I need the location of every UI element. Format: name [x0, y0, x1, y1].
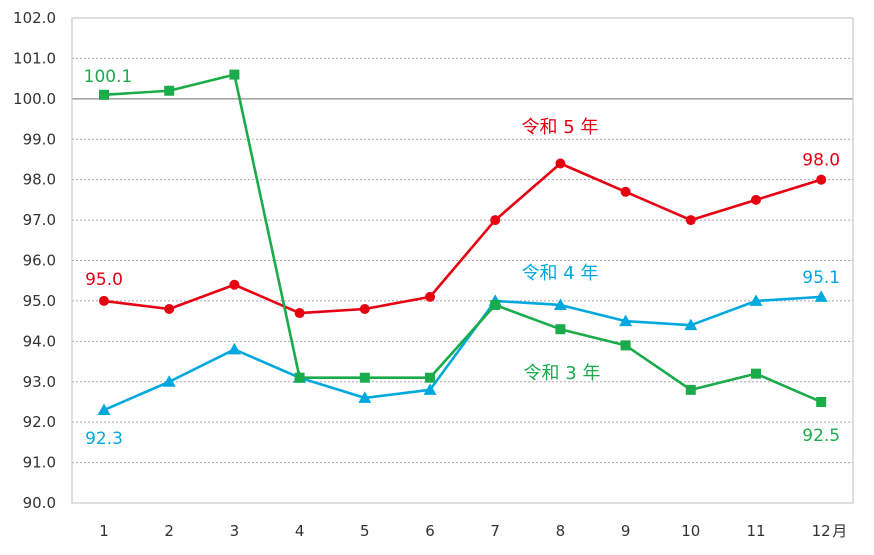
data-point: [358, 391, 372, 403]
data-point: [620, 340, 631, 351]
series-1: [97, 290, 828, 416]
labels-group: 95.0 98.0 令和 5 年 92.3 95.1 令和 4 年 100.1 92.5 令和 …: [84, 67, 840, 449]
data-point: [229, 69, 240, 80]
x-tick-label: 5: [360, 522, 370, 540]
data-point: [227, 342, 241, 355]
data-point: [425, 291, 435, 302]
data-point: [619, 314, 633, 327]
data-point: [164, 304, 175, 314]
y-tick-label: 96.0: [23, 252, 56, 270]
x-tick-label: 2: [164, 522, 174, 540]
y-tick-label: 97.0: [23, 211, 56, 229]
data-point: [490, 299, 501, 310]
data-point: [99, 89, 109, 100]
x-tick-label: 10: [681, 522, 700, 540]
data-label: 95.0: [85, 270, 123, 290]
data-point: [359, 304, 370, 314]
x-tick-label: 6: [425, 522, 435, 540]
data-point: [97, 403, 111, 416]
data-label: 98.0: [802, 151, 840, 171]
data-point: [685, 215, 696, 226]
data-label: 92.5: [802, 426, 840, 446]
data-point: [749, 294, 763, 306]
data-point: [162, 375, 176, 387]
x-tick-label: 9: [621, 522, 631, 540]
series-group: [97, 69, 828, 416]
data-label: 100.1: [84, 67, 133, 87]
series-0: [99, 158, 827, 319]
data-point: [751, 368, 761, 379]
y-tick-label: 100.0: [13, 90, 56, 108]
data-point: [816, 174, 827, 185]
data-point: [555, 324, 566, 335]
data-point: [164, 85, 175, 96]
x-tick-label: 3: [230, 522, 240, 540]
data-point: [751, 194, 761, 205]
x-tick-label: 8: [556, 522, 566, 540]
y-tick-label: 98.0: [23, 171, 56, 189]
data-point: [423, 383, 437, 395]
data-point: [229, 279, 240, 290]
data-point: [294, 308, 305, 319]
x-axis-unit: 月: [832, 522, 847, 540]
data-point: [490, 215, 501, 226]
x-tick-label: 4: [295, 522, 305, 540]
plot-frame: [71, 17, 854, 504]
data-point: [99, 295, 109, 306]
y-tick-label: 101.0: [13, 49, 56, 67]
y-tick-label: 99.0: [23, 130, 56, 148]
data-point: [814, 290, 828, 302]
y-tick-label: 93.0: [23, 373, 56, 391]
x-tick-label: 12: [812, 522, 831, 540]
x-tick-label: 11: [746, 522, 765, 540]
y-tick-label: 92.0: [23, 413, 56, 431]
data-point: [620, 186, 631, 197]
data-point: [553, 298, 567, 310]
series-line: [103, 162, 822, 315]
series-name-label: 令和 5 年: [522, 117, 599, 138]
series-name-label: 令和 4 年: [522, 263, 599, 284]
y-tick-label: 91.0: [23, 454, 56, 472]
y-tick-label: 102.0: [13, 9, 56, 27]
x-tick-label: 1: [99, 522, 109, 540]
y-tick-label: 94.0: [23, 332, 56, 350]
data-point: [555, 158, 566, 169]
data-label: 95.1: [802, 268, 840, 288]
data-point: [816, 396, 827, 407]
y-tick-label: 90.0: [23, 494, 56, 512]
x-axis-ticks: 1 2 3 4 5 6 7 8 9 10 11 12 月: [99, 522, 847, 540]
data-point: [294, 372, 305, 383]
x-tick-label: 7: [490, 522, 500, 540]
y-tick-label: 95.0: [23, 292, 56, 310]
series-2: [99, 69, 827, 407]
y-axis-ticks: 90.0 91.0 92.0 93.0 94.0 95.0 96.0 97.0 98.0 99.0…: [13, 9, 56, 512]
data-label: 92.3: [85, 429, 123, 449]
series-name-label: 令和 3 年: [524, 363, 601, 384]
series-line: [103, 295, 822, 412]
series-line: [103, 73, 822, 404]
data-point: [359, 372, 370, 383]
data-point: [685, 384, 696, 395]
data-point: [684, 318, 698, 331]
data-point: [425, 372, 435, 383]
